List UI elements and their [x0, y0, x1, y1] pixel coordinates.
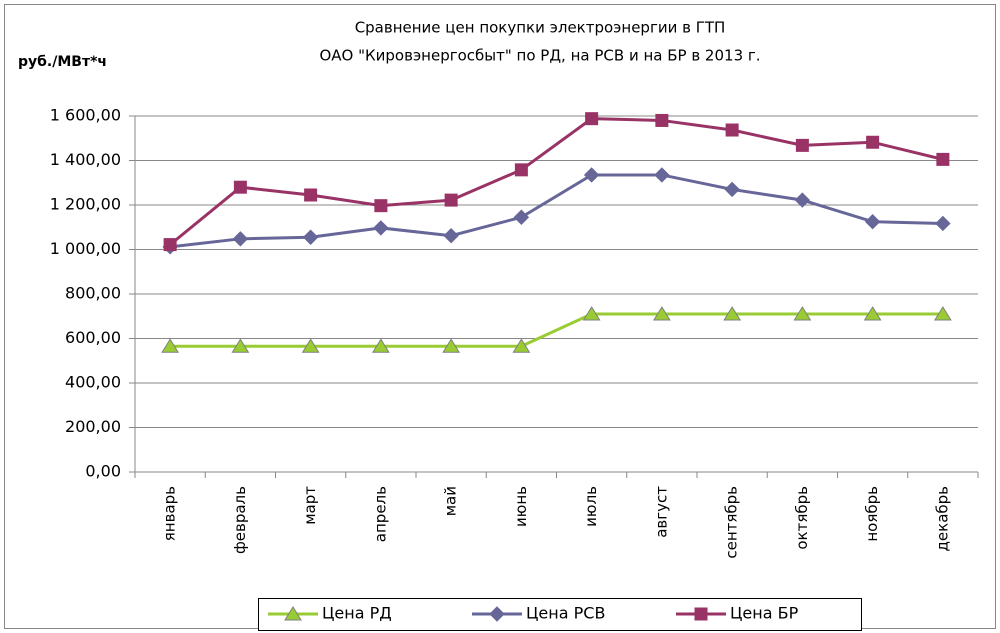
y-tick-label: 1 600,00 — [50, 106, 121, 125]
data-point — [443, 227, 459, 244]
chart-title: Сравнение цен покупки электроэнергии в Г… — [355, 19, 726, 37]
data-point — [582, 306, 601, 321]
y-axis-label: руб./МВт*ч — [18, 54, 107, 70]
x-tick-label: февраль — [231, 486, 249, 554]
legend-marker — [284, 606, 302, 621]
x-tick-label: июнь — [512, 486, 530, 527]
data-point — [866, 135, 880, 149]
series-line — [169, 173, 943, 249]
data-point — [654, 167, 670, 183]
data-point — [163, 238, 177, 252]
x-tick-label: октябрь — [793, 486, 811, 550]
data-point — [233, 180, 247, 194]
data-point — [231, 338, 250, 353]
data-point — [795, 138, 809, 152]
data-point — [371, 338, 390, 353]
data-point — [583, 167, 600, 183]
data-point — [585, 112, 599, 126]
chart-border — [4, 4, 996, 629]
data-point — [652, 306, 671, 321]
data-point — [442, 338, 461, 353]
data-point — [935, 215, 951, 232]
y-tick-label: 1 400,00 — [50, 150, 121, 169]
series-line — [170, 312, 943, 348]
data-point — [863, 306, 882, 321]
data-point — [374, 199, 388, 213]
legend-label: Цена РД — [322, 604, 392, 623]
x-tick-label: декабрь — [933, 486, 951, 551]
y-tick-label: 200,00 — [65, 417, 121, 436]
series-line — [169, 117, 944, 246]
y-tick-label: 600,00 — [65, 328, 121, 347]
data-point — [936, 152, 950, 166]
data-point — [304, 188, 318, 202]
x-tick-label: апрель — [371, 486, 389, 542]
x-tick-label: август — [652, 486, 670, 538]
data-point — [794, 192, 811, 208]
y-tick-label: 800,00 — [65, 284, 121, 303]
data-point — [513, 209, 530, 225]
y-tick-label: 1 200,00 — [50, 195, 121, 214]
x-tick-label: март — [301, 486, 319, 525]
legend-marker — [694, 607, 708, 621]
legend-label: Цена БР — [730, 604, 799, 623]
data-point — [514, 163, 528, 177]
x-tick-label: июль — [582, 486, 600, 527]
data-point — [864, 213, 881, 230]
data-point — [301, 338, 320, 353]
x-tick-label: май — [442, 486, 460, 516]
x-tick-label: сентябрь — [723, 486, 741, 559]
data-point — [725, 123, 739, 137]
x-tick-label: ноябрь — [863, 486, 881, 542]
legend-label: Цена РСВ — [526, 604, 605, 623]
data-point — [512, 338, 531, 353]
data-point — [232, 231, 249, 247]
data-point — [933, 306, 952, 321]
y-tick-label: 0,00 — [85, 462, 121, 481]
data-point — [302, 229, 319, 245]
data-point — [444, 193, 458, 207]
data-point — [793, 306, 812, 321]
data-point — [724, 181, 740, 198]
data-point — [373, 220, 389, 236]
legend-box — [258, 598, 862, 631]
data-point — [723, 306, 742, 321]
data-point — [161, 338, 180, 353]
y-tick-label: 1 000,00 — [50, 239, 121, 258]
legend-marker — [489, 606, 505, 622]
y-tick-label: 400,00 — [65, 373, 121, 392]
data-point — [655, 113, 669, 127]
x-tick-label: январь — [161, 486, 179, 541]
chart-title: ОАО "Кировэнергосбыт" по РД, на РСВ и на… — [319, 47, 760, 65]
